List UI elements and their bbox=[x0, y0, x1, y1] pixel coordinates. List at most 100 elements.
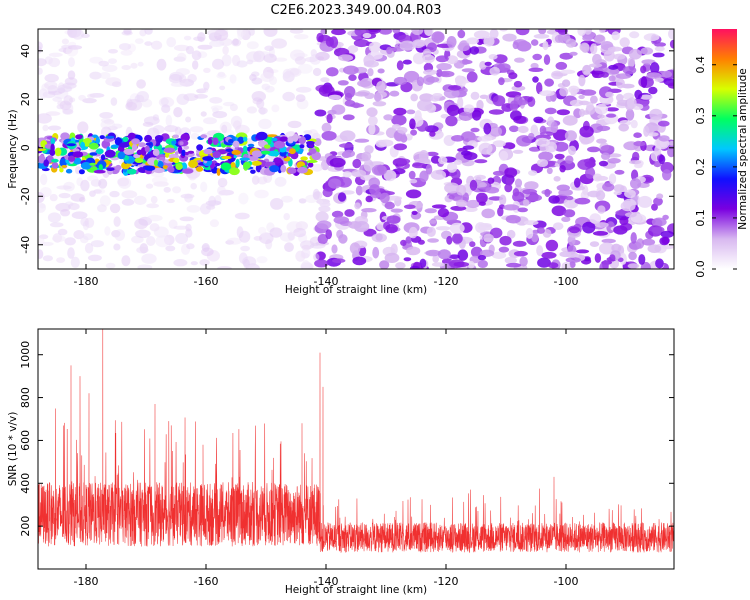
heatmap-cell bbox=[315, 51, 330, 61]
heatmap-cell bbox=[513, 250, 528, 257]
heatmap-cell bbox=[274, 176, 287, 187]
heatmap-cell bbox=[391, 114, 407, 126]
heatmap-cell bbox=[579, 125, 594, 138]
heatmap-cell bbox=[578, 94, 585, 100]
heatmap-cell bbox=[264, 45, 274, 52]
heatmap-cell bbox=[496, 63, 511, 72]
heatmap-cell bbox=[660, 230, 674, 238]
heatmap-cell bbox=[352, 158, 362, 169]
heatmap-cell bbox=[506, 229, 516, 239]
heatmap-cell bbox=[419, 258, 427, 268]
heatmap-cell bbox=[655, 258, 664, 269]
heatmap-cell bbox=[251, 91, 266, 102]
heatmap-cell bbox=[466, 71, 478, 83]
heatmap-cell bbox=[144, 41, 153, 46]
heatmap-cell bbox=[536, 245, 544, 257]
heatmap-cell bbox=[522, 189, 538, 195]
heatmap-cell bbox=[354, 202, 361, 210]
heatmap-cell bbox=[422, 54, 435, 64]
heatmap-cell bbox=[89, 142, 99, 150]
heatmap-cell bbox=[530, 62, 539, 69]
heatmap-cell bbox=[599, 242, 615, 255]
heatmap-cell bbox=[594, 222, 609, 228]
heatmap-cell bbox=[563, 209, 576, 218]
heatmap-cell bbox=[516, 135, 532, 147]
heatmap-cell bbox=[627, 263, 640, 269]
heatmap-cell bbox=[430, 169, 447, 180]
heatmap-cell bbox=[519, 256, 528, 267]
heatmap-cell bbox=[310, 49, 317, 57]
heatmap-cell bbox=[259, 232, 274, 244]
heatmap-cell bbox=[512, 191, 525, 203]
heatmap-cell bbox=[432, 255, 440, 263]
heatmap-cell bbox=[77, 121, 89, 134]
heatmap-cell bbox=[423, 69, 438, 76]
heatmap-cell bbox=[95, 148, 104, 155]
heatmap-cell bbox=[474, 174, 486, 180]
heatmap-cell bbox=[151, 40, 163, 50]
heatmap-cell bbox=[556, 109, 570, 116]
heatmap-cell bbox=[403, 257, 412, 262]
heatmap-cell bbox=[483, 122, 492, 135]
heatmap-cell bbox=[87, 175, 99, 182]
heatmap-cell bbox=[98, 60, 109, 67]
heatmap-cell bbox=[80, 179, 90, 192]
heatmap-cell bbox=[232, 54, 241, 67]
heatmap-cell bbox=[425, 164, 433, 175]
heatmap-cell bbox=[483, 233, 494, 243]
heatmap-cell bbox=[568, 85, 580, 94]
heatmap-cell bbox=[212, 111, 228, 119]
heatmap-cell bbox=[376, 81, 386, 93]
spectrogram-y-ticks: -40 -20 0 20 40 bbox=[19, 44, 674, 254]
heatmap-cell bbox=[615, 73, 632, 79]
heatmap-cell bbox=[100, 154, 106, 161]
heatmap-cell bbox=[372, 101, 387, 107]
heatmap-cell bbox=[258, 118, 272, 130]
heatmap-cell bbox=[515, 29, 530, 36]
heatmap-cell bbox=[118, 142, 130, 148]
heatmap-cell bbox=[68, 155, 76, 162]
heatmap-cell bbox=[597, 205, 606, 214]
heatmap-cell bbox=[61, 165, 68, 168]
spectrogram-x-axis-label: Height of straight line (km) bbox=[285, 284, 427, 296]
heatmap-cell bbox=[487, 177, 495, 184]
heatmap-cell bbox=[214, 162, 221, 167]
heatmap-cell bbox=[462, 145, 475, 150]
heatmap-cell bbox=[200, 111, 207, 117]
heatmap-cell bbox=[607, 46, 623, 52]
heatmap-cell bbox=[429, 131, 436, 137]
spectrogram-x-tick-label: -140 bbox=[314, 275, 339, 288]
heatmap-cell bbox=[538, 29, 547, 35]
heatmap-cell bbox=[280, 164, 287, 173]
heatmap-cell bbox=[337, 80, 349, 86]
heatmap-cell bbox=[427, 238, 439, 243]
heatmap-cell bbox=[602, 182, 615, 192]
heatmap-cell bbox=[173, 44, 190, 52]
heatmap-cell bbox=[469, 46, 480, 55]
heatmap-cell bbox=[137, 61, 144, 67]
heatmap-cell bbox=[328, 94, 342, 100]
heatmap-cell bbox=[348, 74, 357, 81]
heatmap-cell bbox=[38, 113, 52, 124]
heatmap-cell bbox=[523, 220, 539, 226]
heatmap-cell bbox=[475, 222, 487, 233]
heatmap-cell bbox=[203, 81, 210, 91]
heatmap-cell bbox=[625, 108, 635, 121]
heatmap-cell bbox=[574, 197, 591, 205]
colorbar: 0.0 0.1 0.2 0.3 0.4 Normalized spectral ampl… bbox=[694, 29, 749, 278]
heatmap-cell bbox=[630, 178, 642, 190]
heatmap-cell bbox=[50, 137, 56, 145]
heatmap-cell bbox=[502, 33, 517, 42]
colorbar-gradient bbox=[712, 29, 737, 269]
heatmap-cell bbox=[173, 225, 189, 230]
heatmap-cell bbox=[467, 260, 475, 269]
heatmap-cell bbox=[226, 237, 242, 245]
snr-y-axis-label: SNR (10 * v/v) bbox=[7, 412, 19, 487]
heatmap-cell bbox=[175, 233, 189, 244]
heatmap-cell bbox=[123, 29, 132, 35]
heatmap-cell bbox=[446, 104, 460, 116]
heatmap-cell bbox=[565, 257, 581, 263]
heatmap-cell bbox=[357, 80, 372, 87]
heatmap-cell bbox=[242, 161, 251, 170]
heatmap-cell bbox=[463, 152, 478, 161]
